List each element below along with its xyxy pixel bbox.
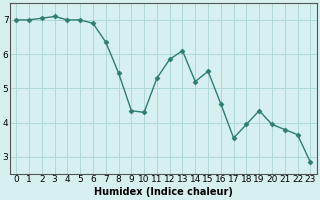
X-axis label: Humidex (Indice chaleur): Humidex (Indice chaleur)	[94, 187, 233, 197]
